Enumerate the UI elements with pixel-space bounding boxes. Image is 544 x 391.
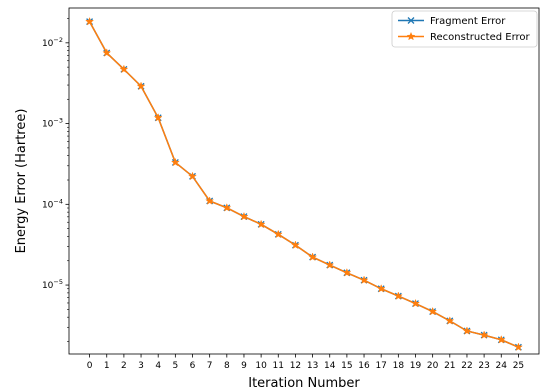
x-tick-label-17: 17	[375, 361, 386, 371]
legend-marker-reconstructed-error	[398, 31, 424, 41]
x-tick-label-12: 12	[290, 361, 301, 371]
x-axis-title: Iteration Number	[248, 376, 360, 391]
legend-marker-fragment-error	[398, 17, 424, 24]
x-tick-label-11: 11	[273, 361, 284, 371]
data-point-s1-25	[513, 342, 523, 352]
legend-box	[391, 10, 538, 48]
x-tick-label-22: 22	[461, 361, 472, 371]
data-point-s1-4	[153, 113, 163, 122]
x-tick-label-18: 18	[393, 361, 405, 371]
x-tick-label-2: 2	[121, 361, 127, 371]
data-point-s1-24	[496, 335, 506, 344]
x-tick-label-8: 8	[224, 361, 230, 371]
data-point-s1-1	[102, 48, 112, 57]
series-1	[85, 16, 523, 352]
legend-label-reconstructed-error: Reconstructed Error	[430, 32, 531, 43]
data-point-s1-22	[462, 326, 472, 335]
x-tick-label-1: 1	[104, 361, 110, 371]
data-point-s1-10	[256, 219, 266, 229]
data-point-s1-21	[445, 316, 455, 325]
x-tick-label-0: 0	[87, 361, 93, 371]
data-point-s1-16	[359, 275, 369, 284]
data-point-s1-19	[411, 298, 420, 308]
data-point-s1-18	[393, 291, 403, 300]
data-point-s1-0	[85, 16, 95, 26]
x-tick-label-4: 4	[155, 361, 161, 371]
data-point-s1-5	[170, 157, 180, 167]
data-point-s1-7	[205, 196, 215, 205]
data-point-s1-9	[239, 211, 249, 221]
x-tick-label-3: 3	[138, 361, 144, 371]
x-tick-label-23: 23	[478, 361, 489, 371]
data-point-s1-13	[308, 252, 318, 261]
data-point-s1-8	[222, 203, 232, 212]
legend-symbol-0	[407, 17, 415, 24]
data-point-s1-23	[479, 330, 489, 339]
x-tick-label-6: 6	[190, 361, 196, 371]
x-tick-label-16: 16	[358, 361, 370, 371]
x-tick-label-25: 25	[513, 361, 524, 371]
x-tick-label-24: 24	[496, 361, 508, 371]
data-point-s1-11	[273, 229, 283, 239]
y-tick-label-1: 10−4	[42, 197, 63, 210]
y-tick-label-2: 10−3	[42, 117, 63, 130]
x-tick-label-19: 19	[410, 361, 422, 371]
y-tick-label-0: 10−5	[42, 278, 63, 291]
x-tick-label-15: 15	[341, 361, 352, 371]
y-axis-title: Energy Error (Hartree)	[14, 109, 29, 254]
legend: Fragment Error Reconstructed Error	[391, 10, 538, 48]
data-point-s1-6	[188, 171, 197, 181]
data-point-s1-14	[325, 260, 335, 269]
legend-symbol-1	[406, 31, 416, 41]
plot-frame	[68, 7, 540, 355]
series-line-1	[88, 21, 519, 348]
x-tick-label-14: 14	[324, 361, 336, 371]
x-tick-label-5: 5	[172, 361, 178, 371]
data-point-s1-3	[136, 81, 146, 91]
x-tick-label-13: 13	[307, 361, 318, 371]
y-tick-label-3: 10−2	[42, 36, 63, 49]
plot-area	[69, 8, 539, 354]
x-tick-label-20: 20	[427, 361, 439, 371]
data-point-s1-15	[342, 268, 352, 277]
legend-label-fragment-error: Fragment Error	[430, 16, 506, 27]
data-point-s1-2	[119, 64, 129, 74]
x-tick-label-10: 10	[255, 361, 267, 371]
x-tick-label-7: 7	[207, 361, 213, 371]
series-layer	[85, 16, 523, 352]
x-tick-label-9: 9	[241, 361, 247, 371]
data-point-s1-20	[428, 306, 438, 316]
data-point-s1-12	[290, 240, 300, 249]
x-tick-label-21: 21	[444, 361, 455, 371]
data-point-s1-17	[376, 284, 386, 293]
